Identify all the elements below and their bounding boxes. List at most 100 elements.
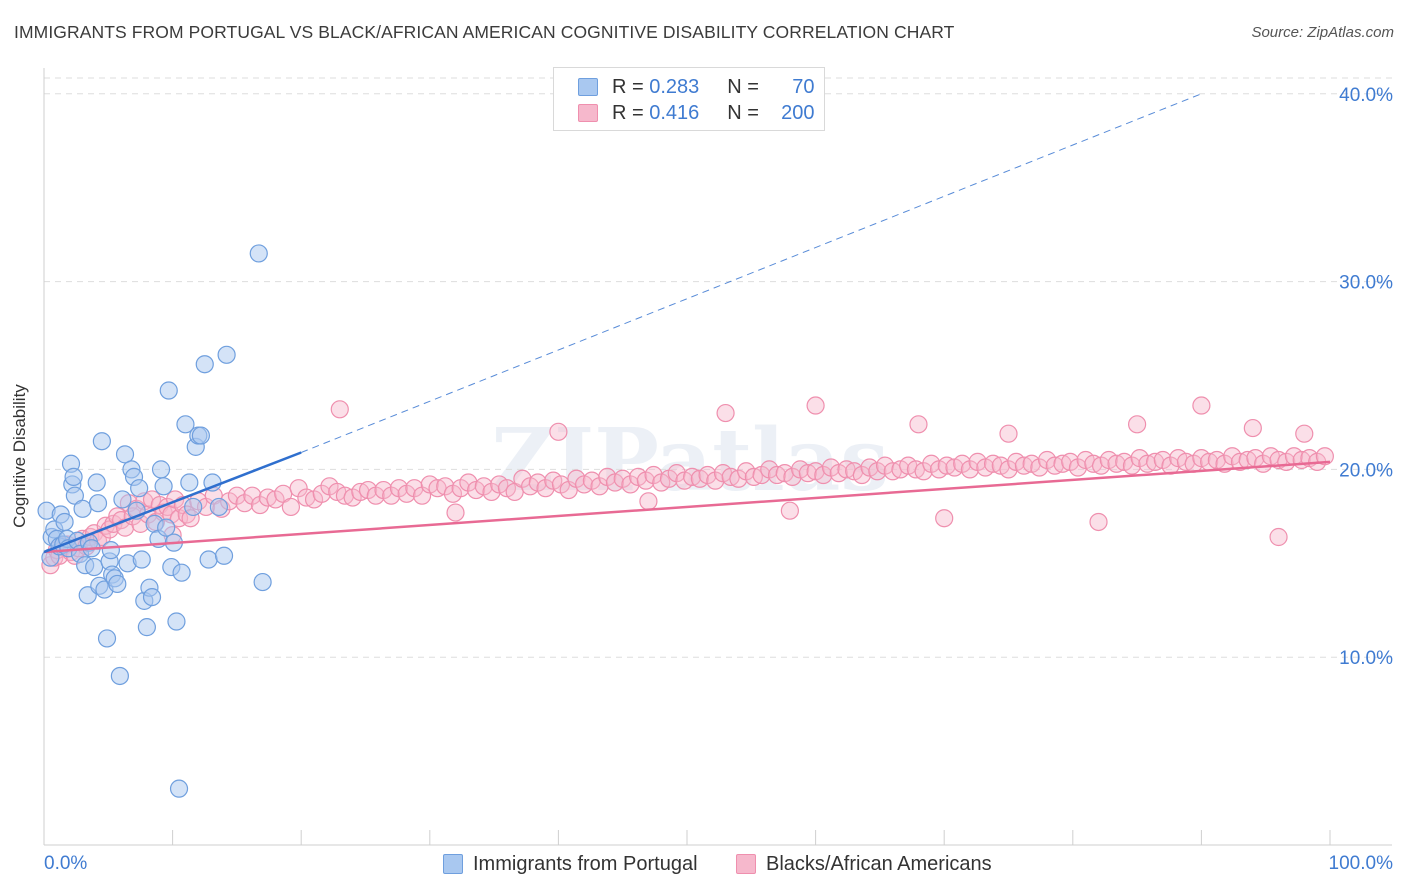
y-tick-label: 40.0% bbox=[1339, 85, 1393, 106]
point-immigrants-portugal bbox=[110, 666, 129, 686]
y-tick-label: 30.0% bbox=[1339, 273, 1393, 294]
point-immigrants-portugal bbox=[167, 612, 186, 631]
point-black-african-american bbox=[621, 475, 640, 494]
point-immigrants-portugal bbox=[73, 499, 92, 518]
trendline-immigrants-portugal bbox=[43, 451, 302, 554]
point-immigrants-portugal bbox=[154, 477, 173, 496]
point-immigrants-portugal bbox=[217, 345, 236, 364]
point-black-african-american bbox=[729, 469, 748, 488]
blue-swatch bbox=[443, 854, 463, 874]
blue-swatch bbox=[578, 78, 598, 96]
point-immigrants-portugal bbox=[132, 550, 151, 569]
point-immigrants-portugal bbox=[249, 244, 268, 263]
point-black-african-american bbox=[814, 465, 833, 485]
y-tick-label: 20.0% bbox=[1339, 460, 1393, 481]
point-immigrants-portugal bbox=[169, 779, 189, 798]
point-immigrants-portugal bbox=[142, 587, 162, 607]
legend-n-label: N = bbox=[727, 101, 759, 124]
point-immigrants-portugal bbox=[151, 460, 171, 479]
point-immigrants-portugal bbox=[180, 473, 199, 492]
point-immigrants-portugal bbox=[214, 546, 234, 565]
point-black-african-american bbox=[806, 396, 825, 415]
point-black-african-american bbox=[644, 465, 663, 485]
point-immigrants-portugal bbox=[101, 541, 120, 560]
point-immigrants-portugal bbox=[113, 490, 132, 509]
point-black-african-american bbox=[289, 479, 308, 498]
point-black-african-american bbox=[716, 403, 735, 423]
y-tick-label: 10.0% bbox=[1339, 648, 1393, 669]
point-immigrants-portugal bbox=[253, 572, 272, 592]
point-black-african-american bbox=[590, 477, 609, 496]
point-black-african-american bbox=[960, 460, 980, 479]
point-immigrants-portugal bbox=[199, 550, 218, 569]
point-immigrants-portugal bbox=[92, 432, 111, 451]
point-immigrants-portugal bbox=[130, 479, 149, 498]
point-black-african-american bbox=[783, 467, 802, 487]
legend-row-portugal: R = 0.283 N = 70 bbox=[578, 75, 815, 99]
point-immigrants-portugal bbox=[159, 381, 178, 400]
pink-swatch bbox=[578, 104, 598, 122]
point-black-african-american bbox=[312, 484, 331, 503]
legend-r-value: 0.416 bbox=[649, 101, 700, 124]
point-black-african-american bbox=[852, 465, 871, 485]
point-black-african-american bbox=[999, 460, 1018, 479]
point-immigrants-portugal bbox=[87, 473, 106, 492]
point-black-african-american bbox=[482, 482, 501, 502]
point-immigrants-portugal bbox=[172, 563, 191, 582]
bottom-legend-label: Blacks/African Americans bbox=[766, 852, 992, 875]
x-tick-label: 100.0% bbox=[1329, 853, 1394, 874]
point-black-african-american bbox=[1127, 415, 1147, 434]
point-black-african-american bbox=[935, 509, 954, 528]
legend-n-label: N = bbox=[727, 75, 759, 98]
point-immigrants-portugal bbox=[176, 415, 195, 434]
point-immigrants-portugal bbox=[115, 445, 135, 464]
point-black-african-american bbox=[227, 486, 246, 505]
point-black-african-american bbox=[1068, 458, 1088, 477]
point-black-african-american bbox=[549, 422, 568, 441]
bottom-legend-portugal[interactable]: Immigrants from Portugal bbox=[443, 852, 698, 876]
point-black-african-american bbox=[1315, 447, 1334, 466]
bottom-legend-black[interactable]: Blacks/African Americans bbox=[736, 852, 992, 876]
x-tick-label: 0.0% bbox=[44, 853, 87, 874]
point-black-african-american bbox=[667, 464, 686, 483]
point-black-african-american bbox=[1030, 458, 1049, 477]
pink-swatch bbox=[736, 854, 756, 874]
point-immigrants-portugal bbox=[85, 557, 104, 577]
point-black-african-american bbox=[405, 479, 424, 498]
point-black-african-american bbox=[1192, 396, 1211, 415]
point-black-african-american bbox=[914, 462, 933, 481]
point-black-african-american bbox=[909, 415, 928, 434]
source-label: Source: ZipAtlas.com bbox=[1251, 24, 1394, 41]
point-immigrants-portugal bbox=[209, 497, 228, 517]
bottom-legend-label: Immigrants from Portugal bbox=[473, 852, 698, 875]
point-immigrants-portugal bbox=[64, 467, 83, 487]
trendline-extension-portugal bbox=[301, 93, 1202, 453]
legend-row-black: R = 0.416 N = 200 bbox=[578, 101, 815, 125]
point-black-african-american bbox=[235, 494, 254, 513]
chart-title: IMMIGRANTS FROM PORTUGAL VS BLACK/AFRICA… bbox=[14, 22, 955, 42]
point-black-african-american bbox=[281, 497, 301, 517]
point-black-african-american bbox=[330, 400, 349, 419]
legend-n-value: 200 bbox=[781, 101, 815, 124]
legend-r-label: R = bbox=[612, 101, 644, 124]
point-immigrants-portugal bbox=[195, 355, 214, 374]
point-immigrants-portugal bbox=[108, 574, 127, 594]
point-immigrants-portugal bbox=[97, 629, 117, 648]
point-immigrants-portugal bbox=[191, 426, 210, 445]
point-black-african-american bbox=[780, 501, 799, 520]
point-black-african-american bbox=[513, 469, 532, 488]
point-immigrants-portugal bbox=[88, 494, 108, 513]
watermark: ZIPatlas bbox=[491, 410, 889, 511]
point-immigrants-portugal bbox=[137, 618, 156, 637]
point-immigrants-portugal bbox=[157, 518, 176, 537]
y-axis-label: Cognitive Disability bbox=[10, 384, 29, 528]
point-immigrants-portugal bbox=[184, 497, 203, 517]
legend-r-label: R = bbox=[612, 75, 644, 98]
legend-r-value: 0.283 bbox=[649, 75, 700, 98]
point-black-african-american bbox=[1295, 424, 1314, 443]
point-black-african-american bbox=[446, 503, 465, 522]
point-black-african-american bbox=[459, 473, 478, 492]
legend-n-value: 70 bbox=[792, 75, 815, 98]
point-black-african-american bbox=[1243, 418, 1262, 438]
